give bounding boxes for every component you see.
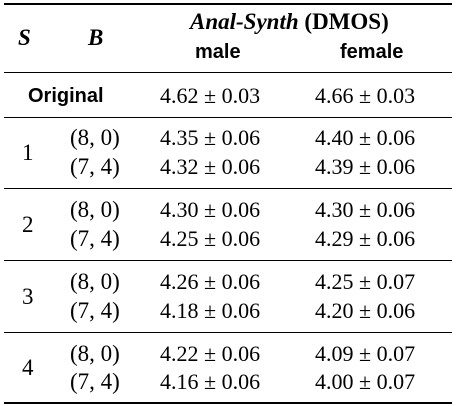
- b-value: (8, 0): [70, 269, 120, 294]
- group-1-rule: [4, 188, 452, 189]
- b-value: (8, 0): [70, 125, 120, 150]
- col-header-female: female: [340, 41, 404, 63]
- original-rule: [4, 117, 452, 118]
- s-value: 1: [22, 140, 34, 165]
- b-value: (7, 4): [70, 226, 120, 251]
- col-header-male: male: [195, 41, 241, 63]
- group-title: Anal-Synth (DMOS): [190, 10, 389, 34]
- b-value: (7, 4): [70, 298, 120, 323]
- group-title-italic: Anal-Synth: [190, 9, 299, 34]
- male-value: 4.26 ± 0.06: [160, 269, 261, 294]
- original-female: 4.66 ± 0.03: [315, 83, 416, 108]
- s-value: 2: [22, 212, 34, 237]
- male-value: 4.30 ± 0.06: [160, 197, 261, 222]
- b-value: (8, 0): [70, 197, 120, 222]
- group-2-rule: [4, 260, 452, 261]
- female-value: 4.29 ± 0.06: [315, 226, 416, 251]
- female-value: 4.09 ± 0.07: [315, 341, 416, 366]
- col-header-s: S: [18, 25, 31, 50]
- b-value: (8, 0): [70, 341, 120, 366]
- female-value: 4.30 ± 0.06: [315, 197, 416, 222]
- female-value: 4.25 ± 0.07: [315, 269, 416, 294]
- b-value: (7, 4): [70, 369, 120, 394]
- female-value: 4.20 ± 0.06: [315, 298, 416, 323]
- header-rule: [4, 72, 452, 73]
- original-male: 4.62 ± 0.03: [160, 83, 261, 108]
- male-value: 4.22 ± 0.06: [160, 341, 261, 366]
- male-value: 4.32 ± 0.06: [160, 154, 261, 179]
- top-rule: [4, 3, 452, 5]
- b-value: (7, 4): [70, 154, 120, 179]
- male-value: 4.35 ± 0.06: [160, 125, 261, 150]
- s-value: 3: [22, 284, 34, 309]
- male-value: 4.25 ± 0.06: [160, 226, 261, 251]
- female-value: 4.40 ± 0.06: [315, 125, 416, 150]
- group-3-rule: [4, 332, 452, 333]
- female-value: 4.39 ± 0.06: [315, 154, 416, 179]
- male-value: 4.18 ± 0.06: [160, 298, 261, 323]
- male-value: 4.16 ± 0.06: [160, 369, 261, 394]
- col-header-b: B: [88, 25, 104, 50]
- female-value: 4.00 ± 0.07: [315, 369, 416, 394]
- bottom-rule: [4, 402, 452, 404]
- s-value: 4: [22, 355, 34, 380]
- original-label: Original: [28, 85, 104, 107]
- group-title-rest: (DMOS): [298, 9, 389, 34]
